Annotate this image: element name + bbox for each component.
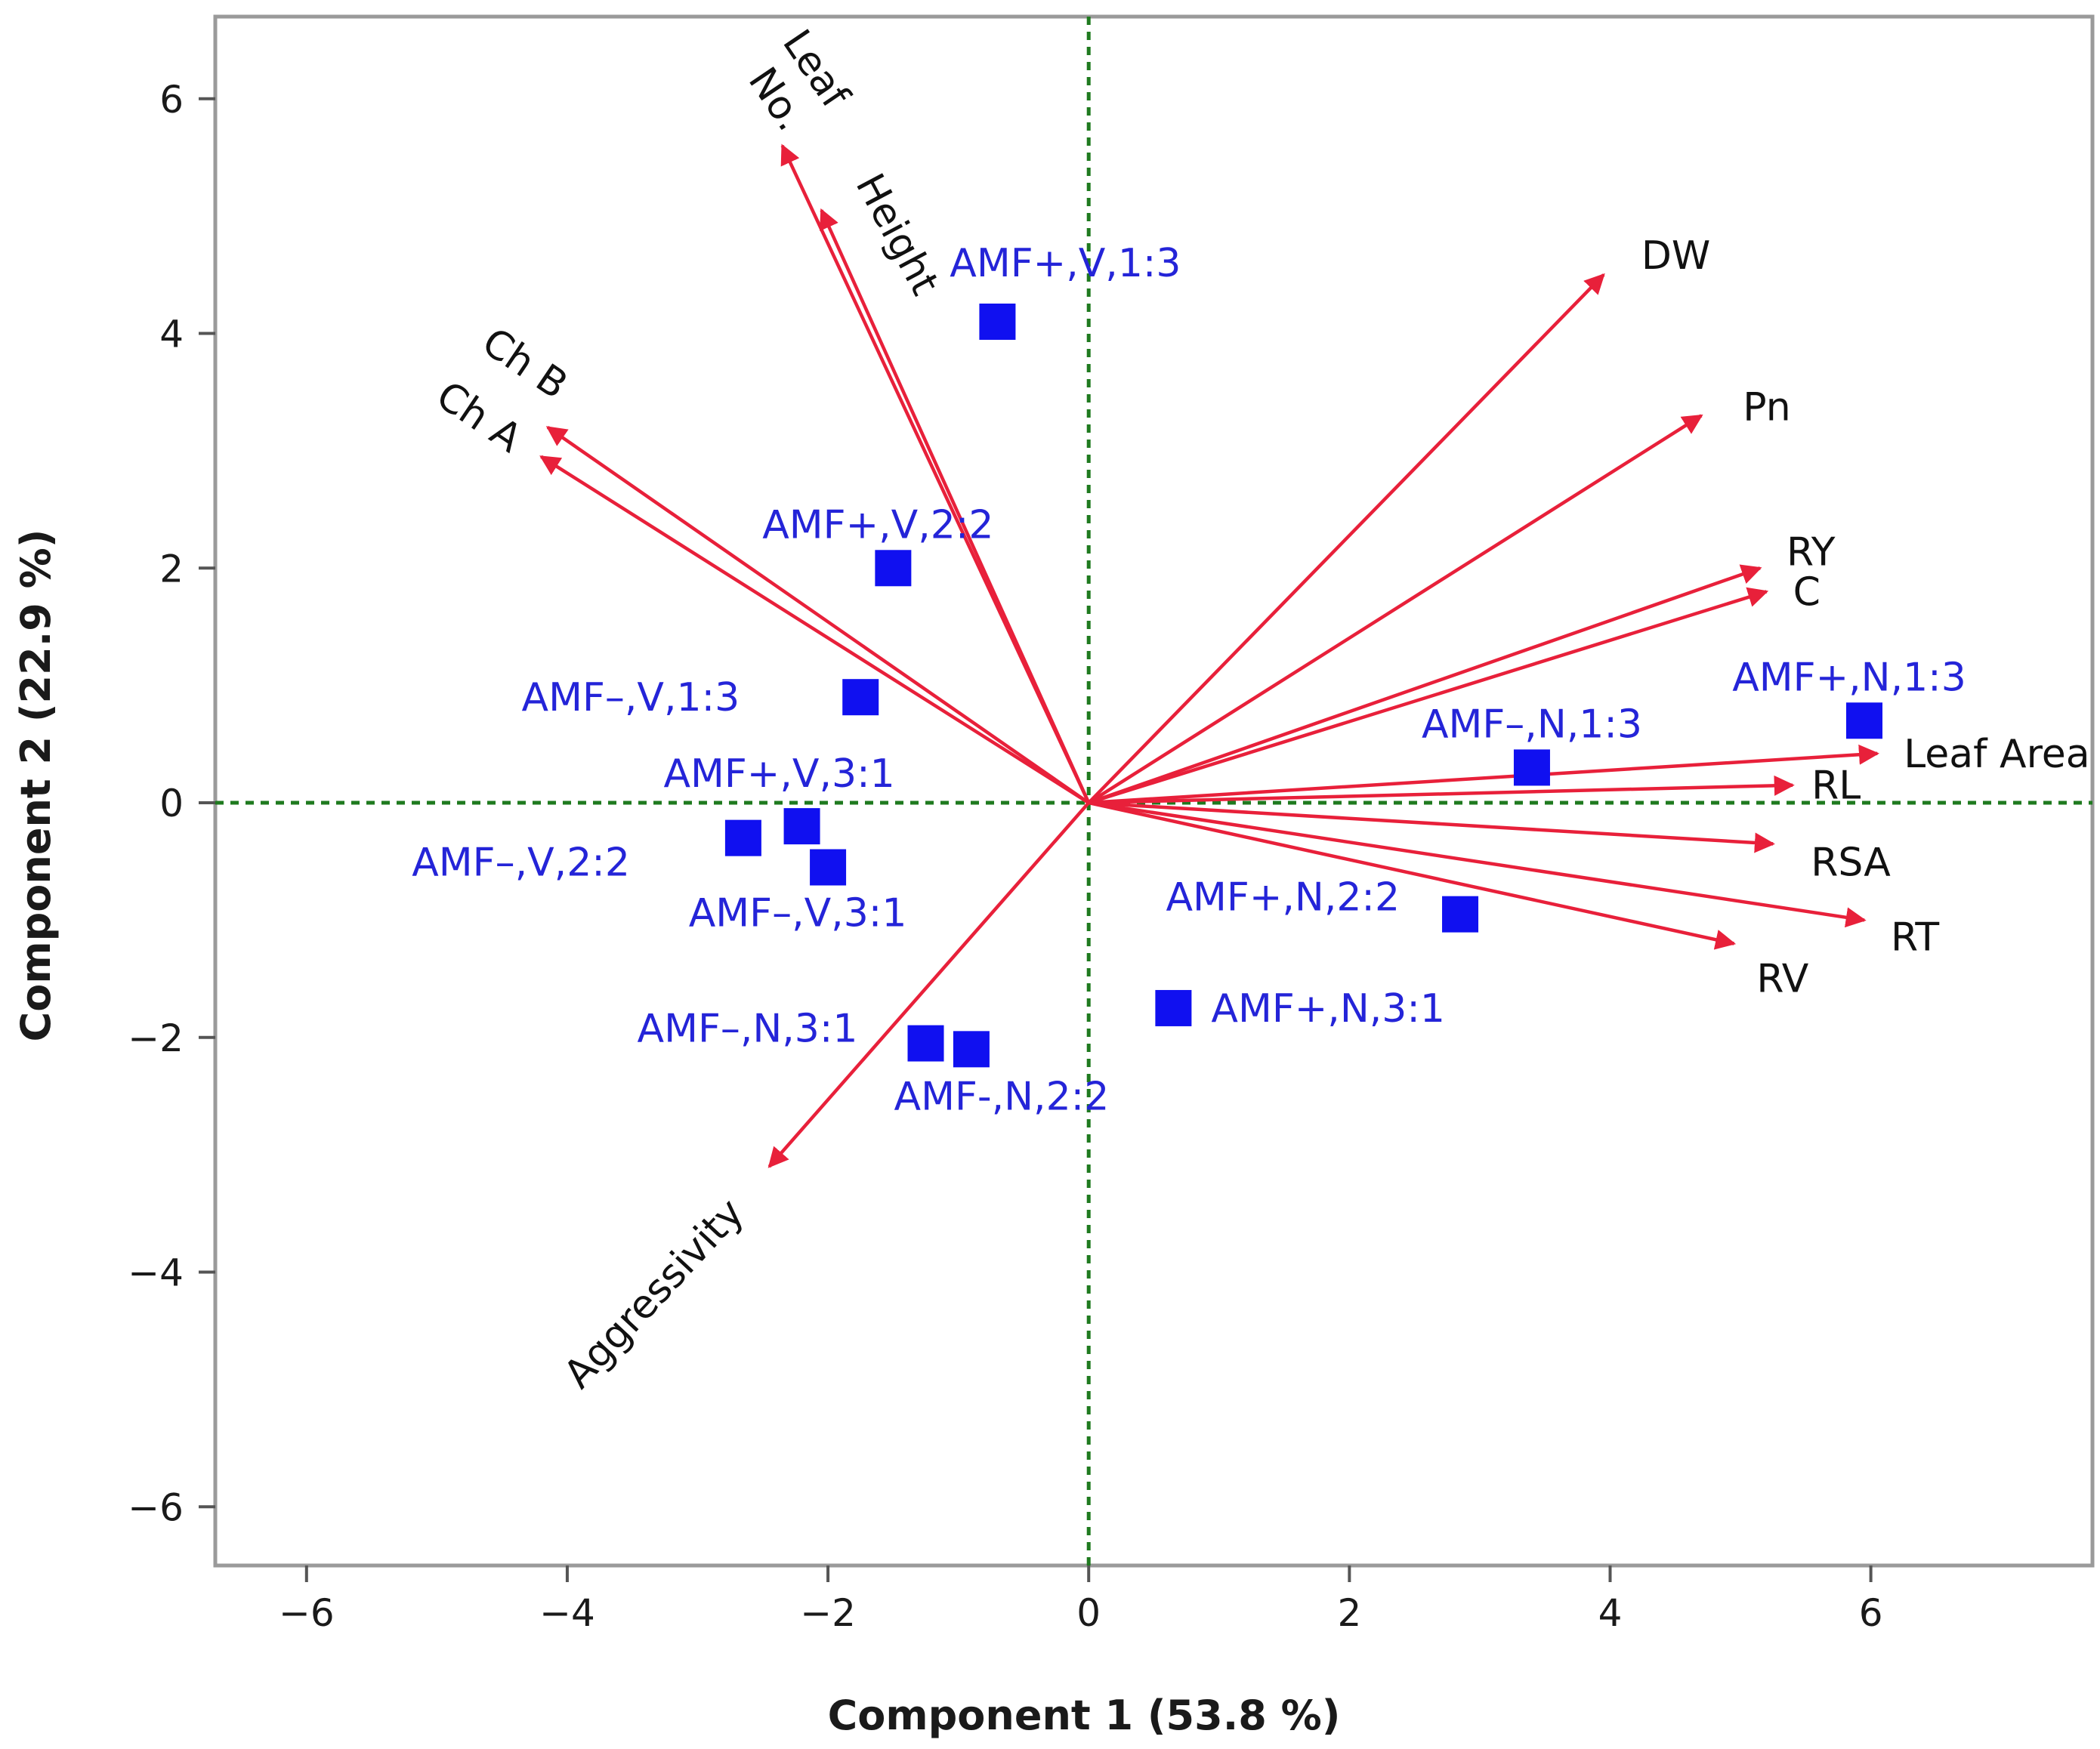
y-tick-label: −6 <box>128 1485 184 1529</box>
observation-label: AMF+,N,3:1 <box>1211 986 1445 1032</box>
y-tick-label: −4 <box>128 1251 184 1295</box>
vector-rl <box>1089 775 1795 805</box>
vector-label-leaf-area: Leaf Area <box>1904 732 2089 777</box>
observation-point <box>907 1025 944 1062</box>
vector-dw <box>1087 273 1605 804</box>
observation-point <box>953 1031 990 1068</box>
x-tick-label: 2 <box>1337 1591 1361 1635</box>
y-tick-label: 0 <box>159 782 184 825</box>
observation-label: AMF–,V,1:3 <box>522 675 740 720</box>
observation-point <box>842 679 879 716</box>
x-axis-title: Component 1 (53.8 %) <box>828 1692 1341 1739</box>
y-tick-label: 6 <box>159 78 184 122</box>
observation-point <box>875 550 912 587</box>
observation-point <box>1513 749 1550 786</box>
x-tick-label: −6 <box>279 1591 335 1635</box>
vector-ch-a <box>539 455 1090 804</box>
observation-label: AMF–,V,2:2 <box>412 841 630 886</box>
vector-label-rsa: RSA <box>1811 840 1891 885</box>
vector-label-ch-b: Ch B <box>474 319 575 409</box>
vector-leaf-area <box>1089 744 1879 805</box>
x-tick-label: 4 <box>1598 1591 1623 1635</box>
observation-label: AMF+,V,1:3 <box>950 241 1181 286</box>
x-tick-label: −4 <box>539 1591 595 1635</box>
vector-label-rv: RV <box>1756 956 1808 1001</box>
observation-point <box>979 303 1016 340</box>
vector-label-aggressivity: Aggressivity <box>555 1190 752 1397</box>
observation-point <box>810 849 847 886</box>
vector-ch-b <box>545 425 1090 804</box>
observation-label: AMF+,N,2:2 <box>1166 875 1400 921</box>
x-tick-label: −2 <box>800 1591 856 1635</box>
vector-aggressivity <box>767 801 1090 1168</box>
y-axis-title: Component 2 (22.9 %) <box>12 529 60 1042</box>
vector-label-rl: RL <box>1811 763 1861 809</box>
vector-rv <box>1088 800 1737 950</box>
observation-label: AMF–,N,3:1 <box>638 1007 858 1052</box>
y-tick-label: 2 <box>159 547 184 591</box>
y-tick-label: 4 <box>159 313 184 356</box>
observation-label: AMF-,N,2:2 <box>894 1074 1110 1119</box>
plot-frame <box>213 14 2095 1568</box>
vector-label-ch-a: Ch A <box>428 373 530 462</box>
vector-label-pn: Pn <box>1743 384 1790 430</box>
vector-label-c: C <box>1793 569 1821 615</box>
x-tick-label: 0 <box>1076 1591 1101 1635</box>
vector-c <box>1088 587 1769 805</box>
observation-point <box>1846 702 1883 739</box>
vector-rsa <box>1089 800 1775 853</box>
vector-height <box>820 208 1091 804</box>
observation-label: AMF–,N,1:3 <box>1422 702 1642 747</box>
vector-ry <box>1088 564 1762 805</box>
x-tick-label: 6 <box>1859 1591 1883 1635</box>
y-tick-label: −2 <box>128 1016 184 1060</box>
vector-pn <box>1088 414 1703 804</box>
vector-label-rt: RT <box>1891 915 1939 960</box>
vector-label-ry: RY <box>1787 529 1836 575</box>
vector-label-dw: DW <box>1641 233 1710 279</box>
observation-label: AMF+,N,1:3 <box>1732 655 1966 700</box>
observation-point <box>724 819 761 856</box>
observation-point <box>783 808 820 845</box>
observation-label: AMF–,V,3:1 <box>689 890 907 936</box>
vector-label-height: Height <box>847 166 948 302</box>
observation-label: AMF+,V,3:1 <box>663 751 894 797</box>
vector-rt <box>1088 800 1867 928</box>
observation-point <box>1442 896 1479 933</box>
observation-point <box>1155 989 1192 1026</box>
observation-label: AMF+,V,2:2 <box>762 502 993 548</box>
